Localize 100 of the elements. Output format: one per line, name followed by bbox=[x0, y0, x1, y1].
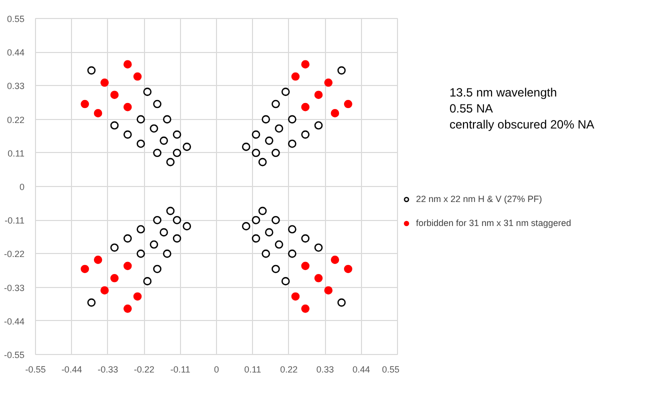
point bbox=[87, 66, 96, 75]
point bbox=[80, 264, 90, 274]
point bbox=[160, 136, 168, 145]
y-tick-label: 0.11 bbox=[8, 148, 25, 158]
point bbox=[314, 243, 323, 252]
point bbox=[123, 130, 132, 139]
point bbox=[344, 100, 352, 108]
x-tick-label: 0.33 bbox=[316, 364, 334, 374]
point bbox=[153, 148, 162, 158]
point bbox=[252, 234, 260, 243]
point bbox=[136, 115, 145, 124]
point bbox=[153, 216, 162, 224]
y-tick-label: 0.33 bbox=[6, 81, 25, 92]
text: centrally obscured 20% NA bbox=[450, 118, 594, 132]
point bbox=[344, 264, 352, 274]
point bbox=[272, 264, 280, 274]
x-tick-label: 0.22 bbox=[280, 364, 298, 374]
point bbox=[143, 277, 152, 286]
point bbox=[301, 234, 310, 243]
point bbox=[288, 225, 296, 234]
point bbox=[153, 100, 162, 108]
point bbox=[143, 88, 152, 96]
point bbox=[314, 274, 323, 282]
point bbox=[265, 136, 274, 145]
point bbox=[160, 228, 168, 236]
point bbox=[162, 250, 172, 258]
point bbox=[258, 158, 267, 166]
y-tick-label: 0.55 bbox=[6, 14, 25, 24]
point bbox=[136, 250, 145, 258]
y-tick-label: -0.55 bbox=[4, 350, 24, 360]
y-tick-label: 0 bbox=[19, 182, 25, 192]
y-tick-label: 0.44 bbox=[6, 48, 25, 58]
legend-label: 22 nm x 22 nm H & V (27% PF) bbox=[416, 194, 542, 204]
y-tick-label: -0.11 bbox=[4, 216, 25, 226]
x-tick-label: 0.44 bbox=[352, 364, 370, 374]
point bbox=[150, 240, 158, 249]
point bbox=[242, 142, 250, 151]
point bbox=[162, 115, 172, 124]
point bbox=[272, 100, 280, 108]
point bbox=[166, 206, 175, 216]
point bbox=[314, 90, 323, 100]
point bbox=[182, 142, 192, 151]
point bbox=[274, 124, 284, 133]
point bbox=[172, 148, 182, 158]
point bbox=[172, 234, 182, 243]
point bbox=[301, 102, 310, 112]
point bbox=[110, 90, 119, 100]
point bbox=[123, 102, 132, 112]
point bbox=[123, 234, 132, 243]
point bbox=[110, 243, 119, 252]
point bbox=[330, 109, 340, 118]
point bbox=[288, 115, 296, 124]
y-tick-label: -0.33 bbox=[4, 282, 24, 293]
point bbox=[330, 256, 340, 264]
point bbox=[133, 292, 142, 301]
point bbox=[252, 148, 260, 158]
point bbox=[100, 78, 109, 87]
point bbox=[288, 250, 296, 258]
point bbox=[274, 240, 284, 249]
point bbox=[324, 78, 333, 87]
point bbox=[153, 264, 162, 274]
point bbox=[272, 216, 280, 224]
point bbox=[133, 72, 142, 81]
point bbox=[150, 124, 158, 133]
point bbox=[123, 304, 132, 313]
text: 0.55 NA bbox=[450, 102, 493, 116]
x-tick-label: -0.11 bbox=[170, 364, 190, 374]
point bbox=[110, 274, 119, 282]
point bbox=[123, 60, 132, 68]
point bbox=[281, 277, 290, 286]
x-tick-label: -0.55 bbox=[25, 364, 46, 374]
point bbox=[242, 222, 250, 230]
point bbox=[291, 292, 300, 301]
x-tick-label: -0.22 bbox=[134, 364, 154, 374]
point bbox=[100, 286, 109, 294]
point bbox=[252, 216, 260, 224]
x-tick-label: 0.11 bbox=[244, 364, 262, 374]
point bbox=[324, 286, 333, 294]
point bbox=[258, 206, 267, 216]
point bbox=[94, 109, 102, 118]
point bbox=[337, 298, 346, 307]
point bbox=[337, 66, 346, 75]
point bbox=[136, 225, 145, 234]
point bbox=[172, 216, 182, 224]
point bbox=[262, 250, 270, 258]
point bbox=[281, 88, 290, 96]
point bbox=[94, 256, 102, 264]
point bbox=[301, 262, 310, 270]
y-tick-label: -0.44 bbox=[4, 316, 24, 326]
point bbox=[265, 228, 274, 236]
y-tick-label: 0.22 bbox=[6, 114, 25, 125]
point bbox=[252, 130, 260, 139]
point bbox=[301, 304, 310, 313]
point bbox=[136, 140, 145, 148]
legend-label: forbidden for 31 nm x 31 nm staggered bbox=[416, 218, 572, 228]
x-tick-label: -0.44 bbox=[61, 364, 82, 374]
point bbox=[262, 115, 270, 124]
point bbox=[288, 140, 296, 148]
x-tick-label: -0.33 bbox=[98, 364, 118, 374]
point bbox=[166, 158, 175, 166]
